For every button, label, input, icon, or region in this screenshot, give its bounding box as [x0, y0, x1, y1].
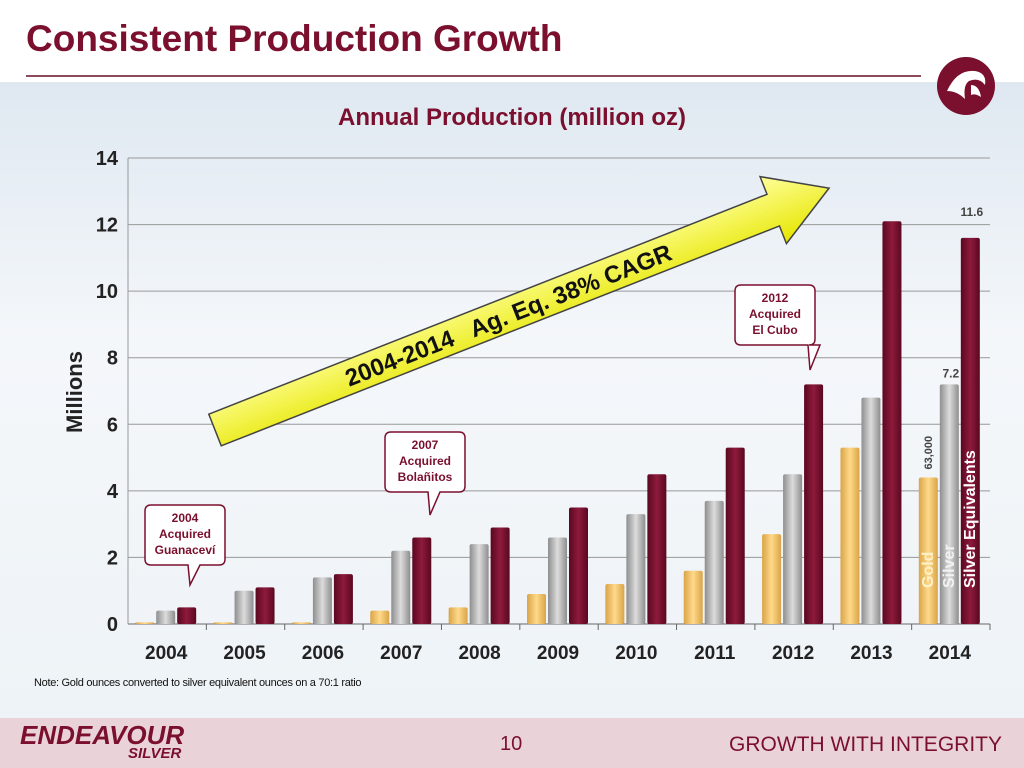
bar-silver-equivalents-2007	[412, 537, 432, 624]
callout-bubble	[734, 284, 822, 371]
callout-text: 2007	[412, 438, 439, 452]
bar-gold-2007	[370, 610, 390, 624]
bar-gold-2008	[448, 607, 468, 624]
bar-gold-2009	[527, 594, 546, 624]
callout-2004: 2004 Acquired Guanaceví	[144, 504, 226, 588]
brand-logo-text: ENDEAVOUR	[20, 720, 185, 750]
endeavour-logo-icon	[937, 57, 995, 115]
cagr-arrow-text: 2004-2014 Ag. Eq. 38% CAGR	[342, 240, 676, 393]
bar-silver-2009	[548, 537, 567, 624]
bar-silver-2011	[704, 500, 724, 624]
bar-silver-2006	[312, 577, 332, 624]
title-divider	[26, 75, 921, 77]
series-label-gold: Gold	[920, 552, 937, 588]
tagline: GROWTH WITH INTEGRITY	[729, 733, 1002, 756]
bar-silver-2014	[939, 384, 959, 624]
x-tick-label: 2005	[223, 643, 266, 664]
bar-gold-2014	[918, 477, 938, 624]
bar-gold-2004	[135, 622, 155, 624]
bar-silver-2013	[861, 397, 881, 624]
series-label-silver: Silver	[941, 544, 958, 588]
callout-text: Bolañitos	[398, 470, 453, 484]
y-tick-label: 8	[107, 348, 118, 370]
bar-silver-2005	[234, 590, 254, 624]
bar-silver-equivalents-2014	[960, 237, 980, 624]
callout-bubble	[144, 504, 226, 588]
production-chart: 0 2 4 6 8 10 12 14 2004 2005 2006 2007 2008 2009 2010 2…	[62, 148, 991, 664]
x-tick-label: 2013	[850, 643, 892, 664]
x-tick-label: 2010	[615, 643, 657, 664]
x-tick-label: 2009	[537, 643, 579, 664]
bar-silver-equivalents-2011	[725, 447, 745, 624]
bar-silver-2010	[626, 514, 646, 624]
callout-text: 2004	[172, 511, 199, 525]
y-tick-label: 0	[107, 614, 118, 636]
bar-gold-2005	[213, 622, 233, 624]
data-label-silver-eq-2014: 11.6	[960, 205, 983, 219]
bar-silver-equivalents-2012	[804, 384, 824, 624]
y-tick-label: 10	[96, 281, 118, 303]
slide-title: Consistent Production Growth	[26, 18, 563, 59]
bar-silver-equivalents-2006	[333, 574, 353, 624]
x-tick-label: 2011	[694, 643, 736, 664]
bar-gold-2013	[840, 447, 860, 624]
x-tick-label: 2008	[458, 643, 500, 664]
bar-gold-2006	[291, 622, 311, 624]
footnote: Note: Gold ounces converted to silver eq…	[34, 677, 362, 689]
bar-silver-equivalents-2008	[490, 527, 510, 624]
callout-text: El Cubo	[752, 323, 797, 337]
brand-logo-subtext: SILVER	[128, 745, 182, 762]
bar-silver-equivalents-2010	[647, 474, 667, 624]
bar-silver-equivalents-2009	[569, 507, 588, 624]
data-label-silver-2014: 7.2	[942, 366, 959, 380]
y-tick-label: 4	[107, 481, 119, 503]
callout-text: 2012	[762, 291, 789, 305]
x-tick-label: 2007	[380, 643, 422, 664]
bar-silver-2012	[783, 474, 803, 624]
callout-2007: 2007 Acquired Bolañitos	[384, 431, 466, 516]
y-tick-label: 6	[107, 414, 118, 436]
bar-gold-2012	[762, 534, 782, 624]
y-tick-label: 14	[96, 148, 119, 170]
bar-silver-equivalents-2013	[882, 221, 902, 624]
callout-2012: 2012 Acquired El Cubo	[734, 284, 822, 371]
series-label-silver-equivalents: Silver Equivalents	[962, 450, 979, 588]
bar-silver-2007	[391, 550, 411, 624]
footer-bar	[0, 718, 1024, 768]
callout-text: Acquired	[749, 307, 801, 321]
chart-title: Annual Production (million oz)	[338, 104, 686, 131]
y-tick-label: 12	[96, 215, 118, 237]
y-tick-label: 2	[107, 547, 118, 569]
y-axis-label: Millions	[62, 351, 87, 433]
x-tick-label: 2004	[145, 643, 188, 664]
bar-gold-2010	[605, 584, 625, 624]
bar-silver-2004	[156, 610, 176, 624]
bar-silver-equivalents-2004	[177, 607, 197, 624]
x-tick-label: 2006	[302, 643, 344, 664]
x-tick-label: 2012	[772, 643, 814, 664]
callout-text: Acquired	[399, 454, 451, 468]
x-tick-label: 2014	[929, 643, 972, 664]
bar-gold-2011	[683, 570, 703, 624]
callout-text: Acquired	[159, 527, 211, 541]
bar-silver-equivalents-2005	[255, 587, 275, 624]
page-number: 10	[500, 733, 523, 755]
data-label-gold-2014: 63,000	[923, 436, 935, 470]
callout-text: Guanaceví	[155, 543, 216, 557]
callout-bubble	[384, 431, 466, 516]
bar-silver-2008	[469, 544, 489, 624]
